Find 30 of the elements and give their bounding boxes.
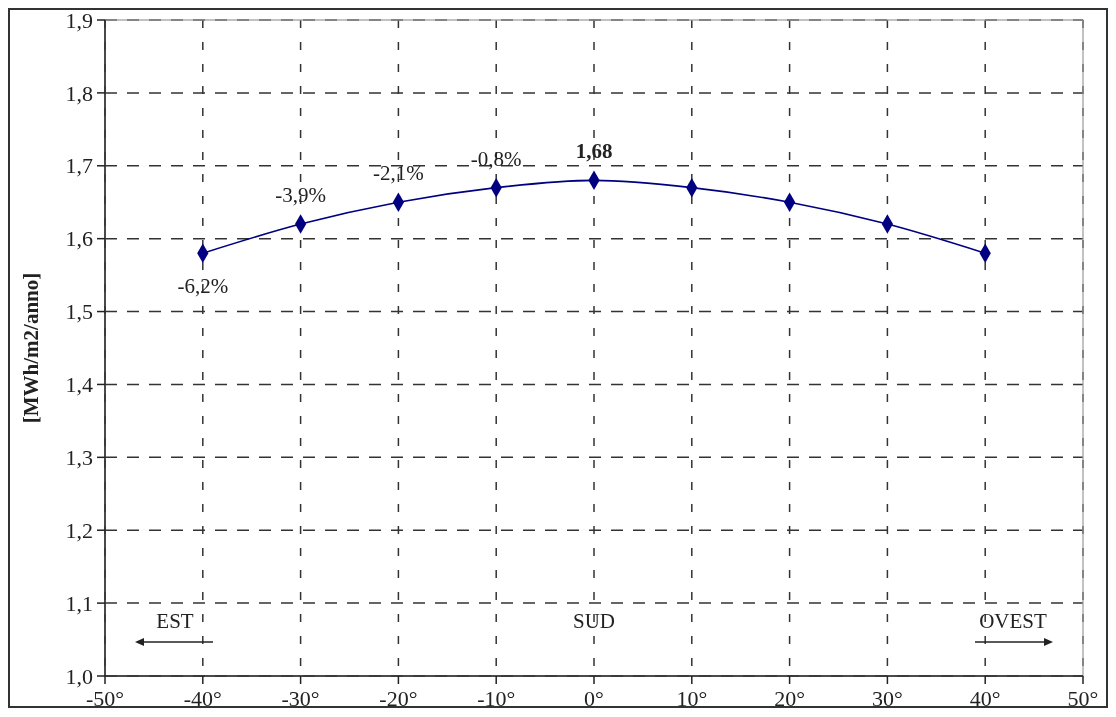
annotation: -3,9% (275, 183, 326, 208)
x-tick-label: -20° (379, 686, 418, 711)
y-tick-label: 1,5 (65, 299, 93, 325)
y-tick-label: 1,1 (65, 590, 93, 616)
y-tick-label: 1,9 (65, 7, 93, 33)
y-tick-label: 1,7 (65, 153, 93, 179)
annotation: -2,1% (373, 161, 424, 186)
y-tick-label: 1,6 (65, 226, 93, 252)
data-label: 1,68 (575, 139, 613, 164)
x-tick-label: 10° (676, 686, 708, 711)
x-tick-label: 20° (774, 686, 806, 711)
x-tick-label: 50° (1067, 686, 1099, 711)
y-tick-label: 1,2 (65, 517, 93, 543)
x-tick-label: -10° (477, 686, 516, 711)
annotation: OVEST (979, 609, 1047, 633)
x-tick-label: -40° (183, 686, 222, 711)
y-tick-label: 1,8 (65, 80, 93, 106)
x-tick-label: 40° (969, 686, 1001, 711)
y-axis-title: [MWh/m2/anno] (19, 272, 43, 424)
x-tick-label: -30° (281, 686, 320, 711)
annotation: -0,8% (470, 146, 522, 171)
x-tick-label: -50° (85, 686, 125, 711)
x-tick-label: 0° (584, 686, 604, 711)
y-tick-label: 1,4 (65, 372, 93, 398)
annotation: SUD (572, 609, 616, 633)
annotation: EST (156, 609, 194, 633)
y-tick-label: 1,3 (65, 445, 93, 471)
annotation: -6,2% (177, 274, 229, 299)
y-tick-label: 1,0 (65, 663, 93, 689)
x-tick-label: 30° (871, 686, 903, 711)
